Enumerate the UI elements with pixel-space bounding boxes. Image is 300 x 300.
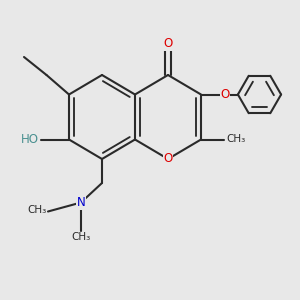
Text: HO: HO [21, 133, 39, 146]
Text: CH₃: CH₃ [226, 134, 245, 145]
Text: N: N [76, 196, 85, 209]
Text: O: O [164, 37, 172, 50]
Text: O: O [164, 152, 172, 166]
Text: O: O [220, 88, 230, 101]
Text: CH₃: CH₃ [71, 232, 91, 242]
Text: CH₃: CH₃ [27, 205, 46, 215]
